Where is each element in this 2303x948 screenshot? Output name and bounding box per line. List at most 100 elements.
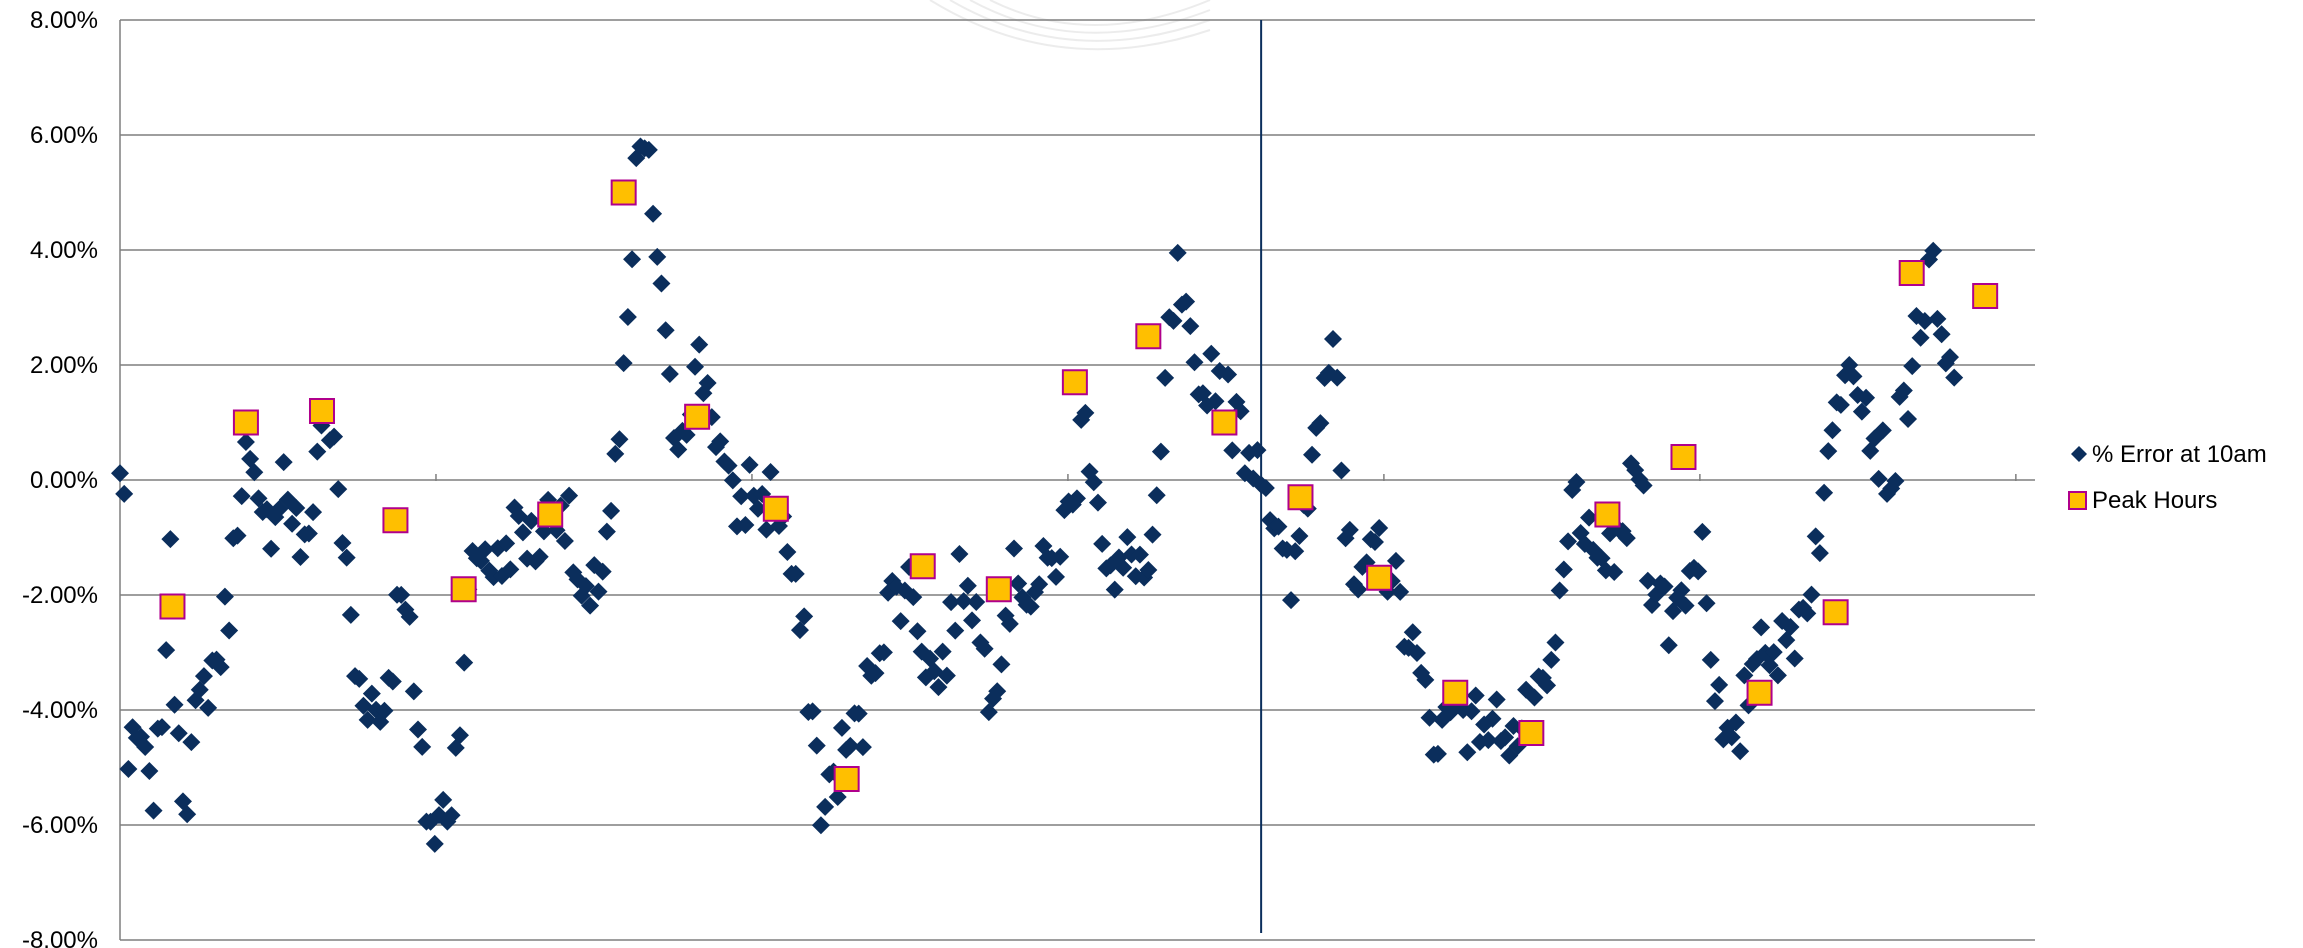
error-point [194, 667, 213, 686]
error-point [1802, 585, 1821, 604]
error-point [1844, 367, 1863, 386]
error-point [1206, 392, 1225, 411]
error-point [1911, 328, 1930, 347]
legend-square-icon [2068, 491, 2087, 510]
error-point [257, 500, 276, 519]
error-point [979, 703, 998, 722]
peak-hour-point [1972, 283, 1999, 309]
error-point [1701, 650, 1720, 669]
peak-hour-point [1135, 323, 1162, 350]
error-point [597, 522, 616, 541]
error-point [1554, 560, 1573, 579]
error-point [1177, 292, 1196, 311]
error-point [228, 526, 247, 545]
error-point [400, 607, 419, 626]
error-point [1269, 517, 1288, 536]
y-tick-label: 6.00% [30, 122, 98, 149]
error-point [652, 274, 671, 293]
error-point [358, 710, 377, 729]
y-tick-label: -2.00% [22, 582, 98, 609]
error-point [988, 682, 1007, 701]
error-point [1013, 588, 1032, 607]
error-point [1051, 547, 1070, 566]
error-point [1873, 421, 1892, 440]
error-point [1462, 702, 1481, 721]
peak-hour-point [537, 501, 564, 528]
error-point [1332, 461, 1351, 480]
error-point [610, 430, 629, 449]
error-point [1311, 414, 1330, 433]
error-point [1420, 708, 1439, 727]
error-point [1130, 545, 1149, 564]
error-point [362, 684, 381, 703]
error-point [698, 373, 717, 392]
error-point [841, 736, 860, 755]
peak-hour-point [1594, 501, 1621, 528]
error-point [220, 621, 239, 640]
error-point [795, 607, 814, 626]
error-point [1634, 476, 1653, 495]
error-point [1924, 241, 1943, 260]
error-point [1483, 709, 1502, 728]
error-point [732, 487, 751, 506]
error-point [1903, 357, 1922, 376]
error-point [1550, 581, 1569, 600]
error-point [1655, 577, 1674, 596]
error-point [383, 672, 402, 691]
error-point [1076, 403, 1095, 422]
peak-hour-point [1822, 599, 1849, 626]
error-point [1428, 744, 1447, 763]
error-point [1084, 473, 1103, 492]
error-point [1496, 728, 1515, 747]
error-point [1815, 483, 1834, 502]
error-point [215, 587, 234, 606]
error-point [299, 524, 318, 543]
error-point [560, 486, 579, 505]
error-point [1542, 650, 1561, 669]
error-point [442, 806, 461, 825]
error-point [1114, 558, 1133, 577]
error-point [1256, 479, 1275, 498]
error-point [1638, 571, 1657, 590]
error-point [413, 737, 432, 756]
error-point [245, 463, 264, 482]
error-point [1151, 442, 1170, 461]
error-point [1168, 243, 1187, 262]
error-point [190, 680, 209, 699]
error-point [530, 547, 549, 566]
error-point [392, 585, 411, 604]
error-point [1559, 532, 1578, 551]
error-point [1697, 594, 1716, 613]
error-point [1819, 442, 1838, 461]
error-point [576, 577, 595, 596]
peak-hour-point [610, 179, 637, 206]
error-point [1928, 309, 1947, 328]
error-point [1021, 597, 1040, 616]
error-point [308, 442, 327, 461]
error-point [975, 639, 994, 658]
peak-hour-point [1518, 720, 1545, 746]
error-point [593, 562, 612, 581]
legend-item-peak: Peak Hours [2068, 487, 2217, 514]
peak-hour-point [1211, 409, 1238, 436]
error-point [946, 621, 965, 640]
error-point [182, 733, 201, 752]
peak-hour-point [1898, 260, 1925, 286]
error-point [337, 548, 356, 567]
error-point [1349, 580, 1368, 599]
error-point [1886, 471, 1905, 490]
error-point [1689, 562, 1708, 581]
error-point [1248, 441, 1267, 460]
legend-label-error: % Error at 10am [2092, 441, 2267, 468]
peak-hour-point [450, 576, 477, 603]
error-point [719, 456, 738, 475]
error-point [954, 592, 973, 611]
error-point [1290, 527, 1309, 546]
error-point [522, 511, 541, 530]
error-point [1046, 567, 1065, 586]
gridlines [119, 19, 2035, 941]
error-point [1143, 525, 1162, 544]
error-point [1164, 311, 1183, 330]
error-point [341, 605, 360, 624]
